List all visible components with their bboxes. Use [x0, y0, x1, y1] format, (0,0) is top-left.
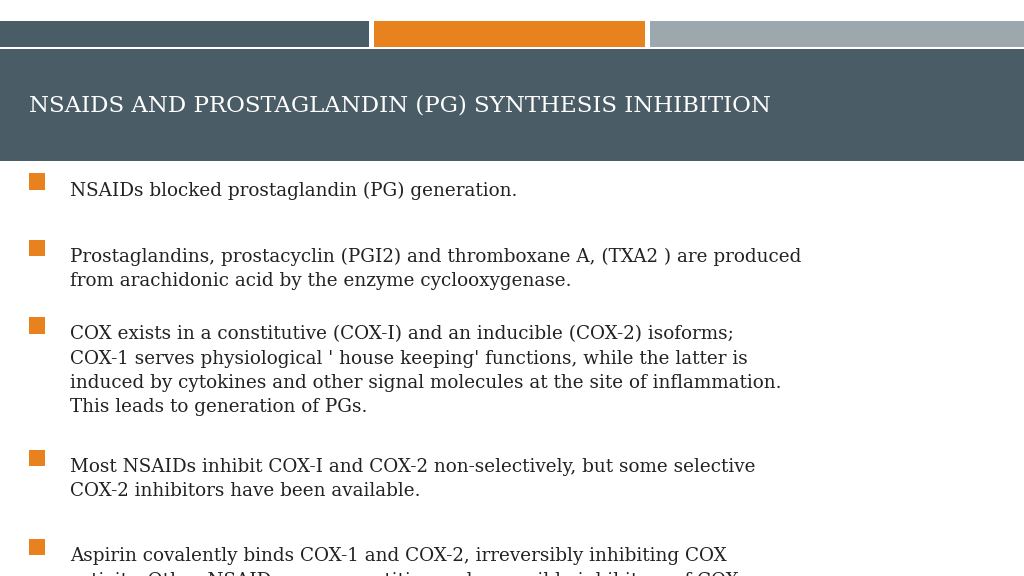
- Bar: [374, 21, 645, 47]
- Bar: [29, 539, 45, 555]
- Bar: [29, 450, 45, 466]
- Text: Prostaglandins, prostacyclin (PGI2) and thromboxane A, (TXA2 ) are produced
from: Prostaglandins, prostacyclin (PGI2) and …: [70, 248, 801, 290]
- Text: Aspirin covalently binds COX-1 and COX-2, irreversibly inhibiting COX
activity. : Aspirin covalently binds COX-1 and COX-2…: [70, 547, 744, 576]
- Bar: [650, 21, 1024, 47]
- Text: Most NSAIDs inhibit COX-I and COX-2 non-selectively, but some selective
COX-2 in: Most NSAIDs inhibit COX-I and COX-2 non-…: [70, 458, 755, 500]
- Bar: [29, 173, 45, 190]
- Bar: [0, 21, 369, 47]
- Bar: [29, 317, 45, 334]
- Text: NSAIDS AND PROSTAGLANDIN (PG) SYNTHESIS INHIBITION: NSAIDS AND PROSTAGLANDIN (PG) SYNTHESIS …: [29, 94, 770, 116]
- Bar: [0, 49, 1024, 161]
- Text: COX exists in a constitutive (COX-I) and an inducible (COX-2) isoforms;
COX-1 se: COX exists in a constitutive (COX-I) and…: [70, 325, 781, 416]
- Bar: [29, 240, 45, 256]
- Text: NSAIDs blocked prostaglandin (PG) generation.: NSAIDs blocked prostaglandin (PG) genera…: [70, 181, 517, 200]
